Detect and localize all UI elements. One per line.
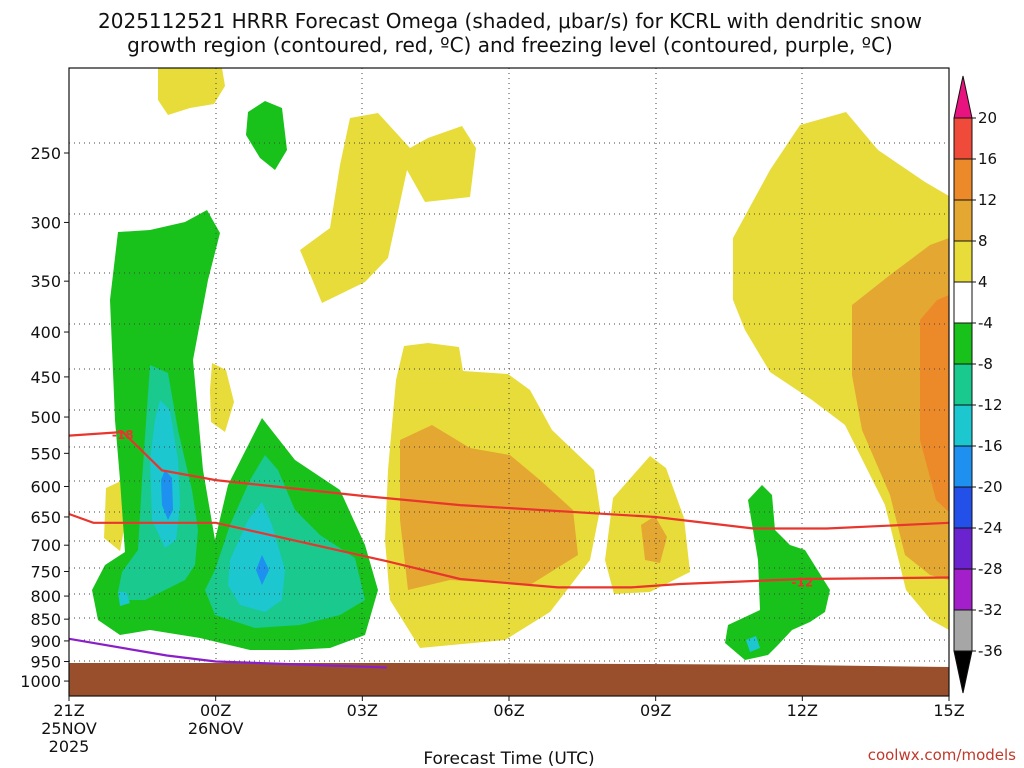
colorbar-label: -36 xyxy=(978,642,1003,660)
y-tick-label: 900 xyxy=(30,632,61,651)
colorbar-box xyxy=(953,404,973,447)
y-tick-label: 400 xyxy=(30,323,61,342)
x-tick-label: 00Z xyxy=(200,701,231,720)
colorbar-label: 8 xyxy=(978,232,988,250)
colorbar-box xyxy=(953,609,973,652)
y-tick-label: 700 xyxy=(30,536,61,555)
chart-title-line-2: growth region (contoured, red, ºC) and f… xyxy=(127,33,893,57)
gridlines xyxy=(69,68,949,696)
y-tick-label: 550 xyxy=(30,444,61,463)
colorbar-label: 20 xyxy=(978,109,997,127)
colorbar-label: -28 xyxy=(978,560,1003,578)
colorbar-label: -20 xyxy=(978,478,1003,496)
colorbar: 20 16 12 8 4 -4 -8 -12 -16 -20 -24 -28 -32 -36 xyxy=(953,75,1003,694)
y-tick-label: 950 xyxy=(30,653,61,672)
colorbar-label: -24 xyxy=(978,519,1003,537)
colorbar-label: 12 xyxy=(978,191,997,209)
x-tick-label: 25NOV xyxy=(41,719,97,738)
colorbar-arrow-bottom xyxy=(953,650,973,694)
colorbar-label: -8 xyxy=(978,355,993,373)
x-tick-label: 15Z xyxy=(933,701,964,720)
contour-label: -12 xyxy=(791,575,813,589)
y-tick-label: 300 xyxy=(30,213,61,232)
chart-title-line-1: 2025112521 HRRR Forecast Omega (shaded, … xyxy=(98,9,922,33)
colorbar-label: -16 xyxy=(978,437,1003,455)
x-tick-label: 09Z xyxy=(640,701,671,720)
omega-area-yellow-small xyxy=(210,363,234,432)
omega-area-blue-left xyxy=(161,470,173,520)
omega-area-blue-mid xyxy=(256,555,269,585)
colorbar-box xyxy=(953,527,973,570)
colorbar-box xyxy=(953,158,973,201)
colorbar-box xyxy=(953,363,973,406)
colorbar-label: -32 xyxy=(978,601,1003,619)
x-tick-label: 2025 xyxy=(49,737,90,756)
credit-text: coolwx.com/models xyxy=(868,746,1016,764)
omega-area-yellow-topleft xyxy=(158,68,225,115)
colorbar-label: -4 xyxy=(978,314,993,332)
contour-label: -18 xyxy=(112,428,134,442)
omega-area-cyan-mid xyxy=(228,502,285,612)
omega-area-deeporange-right xyxy=(920,295,949,512)
y-tick-label: 1000 xyxy=(20,672,61,691)
y-tick-label: 450 xyxy=(30,368,61,387)
terrain-ground xyxy=(69,663,949,696)
y-tick-label: 600 xyxy=(30,477,61,496)
y-axis-ticks: 250 300 350 400 450 500 550 600 650 700 750 800 850 9… xyxy=(20,144,69,691)
y-tick-label: 850 xyxy=(30,610,61,629)
colorbar-label: 4 xyxy=(978,273,988,291)
omega-area-orange-small xyxy=(641,516,667,563)
colorbar-box xyxy=(953,568,973,611)
y-tick-label: 500 xyxy=(30,408,61,427)
y-tick-label: 800 xyxy=(30,587,61,606)
omega-area-yellow-upper-mid xyxy=(300,113,476,303)
x-tick-label: 03Z xyxy=(347,701,378,720)
colorbar-box xyxy=(953,486,973,529)
x-tick-label: 12Z xyxy=(787,701,818,720)
colorbar-label: 16 xyxy=(978,150,997,168)
x-axis-label: Forecast Time (UTC) xyxy=(423,749,594,768)
colorbar-box xyxy=(953,281,973,324)
y-tick-label: 250 xyxy=(30,144,61,163)
omega-area-teal-small xyxy=(118,592,130,606)
colorbar-box xyxy=(953,445,973,488)
y-tick-label: 350 xyxy=(30,272,61,291)
contour-lines: -18 -12 xyxy=(69,428,949,669)
omega-area-green-upper xyxy=(246,101,287,170)
colorbar-box xyxy=(953,199,973,242)
y-tick-label: 750 xyxy=(30,562,61,581)
dendritic-contour-line xyxy=(69,512,949,589)
y-tick-label: 650 xyxy=(30,508,61,527)
dendritic-contour-line xyxy=(69,430,949,530)
colorbar-box xyxy=(953,322,973,365)
x-tick-label: 06Z xyxy=(493,701,524,720)
omega-shading xyxy=(92,68,949,660)
omega-area-green-right xyxy=(725,485,830,660)
x-tick-label: 21Z xyxy=(53,701,84,720)
freezing-level-contour-line xyxy=(69,637,387,669)
colorbar-box xyxy=(953,240,973,283)
colorbar-box xyxy=(953,117,973,160)
omega-area-yellow-left xyxy=(104,481,126,551)
colorbar-arrow-top xyxy=(953,75,973,119)
colorbar-label: -12 xyxy=(978,396,1003,414)
x-tick-label: 26NOV xyxy=(188,719,244,738)
